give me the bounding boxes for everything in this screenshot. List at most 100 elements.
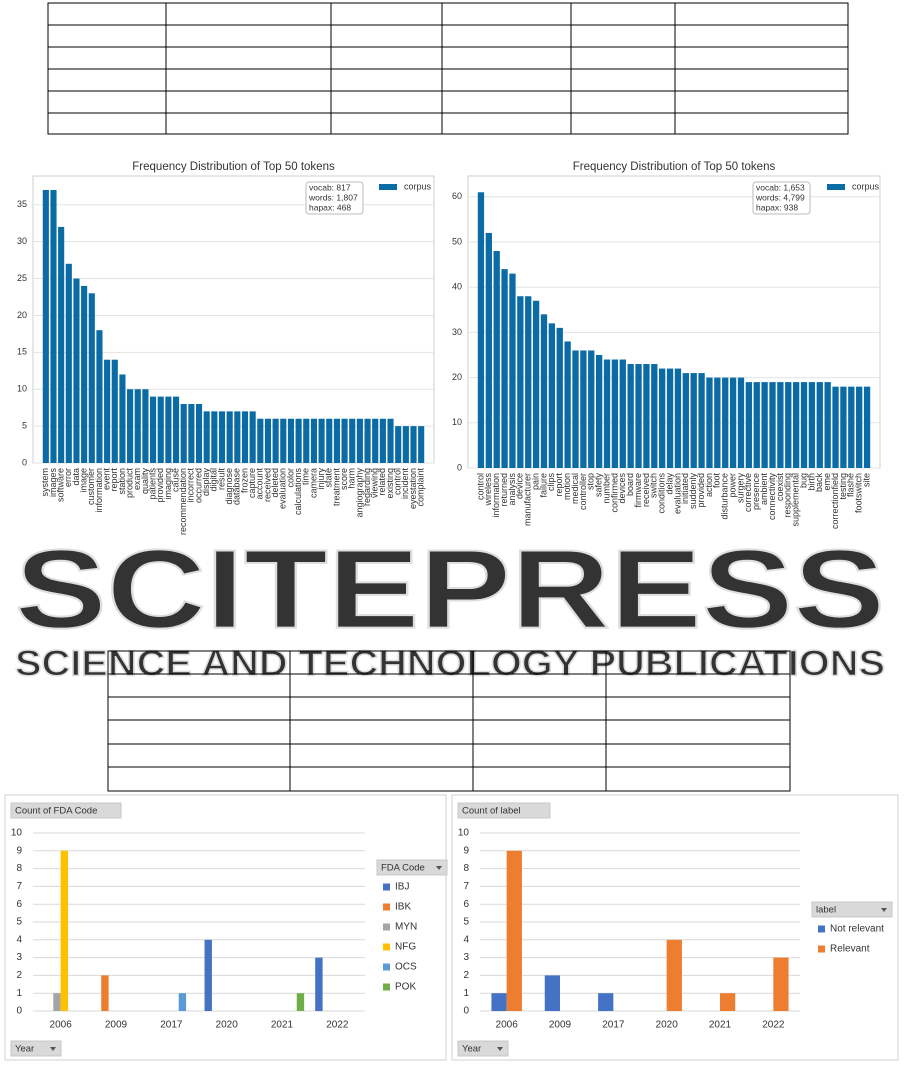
y-tick-label: 15 [17,347,27,357]
x-tick-label: clips [546,473,556,492]
y-tick-label: 7 [16,881,22,892]
x-tick-label: responding [783,473,793,518]
legend-label: NFG [395,942,416,953]
bar [119,374,126,463]
bar [341,418,348,463]
x-tick-label: 2017 [160,1020,183,1031]
field-button [457,1040,509,1057]
x-tick-label: information [94,468,104,513]
bar [349,418,356,463]
x-tick-label: provided [696,473,706,508]
bar [387,418,394,463]
bar [111,359,118,463]
x-tick-label: firmware [633,473,643,508]
x-tick-label: camera [308,468,318,498]
bar [501,269,508,468]
field-button-label: Year [15,1044,34,1055]
bar [150,396,157,463]
bar [737,377,745,468]
x-tick-label: eme [822,473,832,491]
bar [364,418,371,463]
bar [485,232,492,468]
bar [544,975,560,1011]
x-tick-label: number [601,473,611,504]
bar [88,293,95,463]
x-tick-label: suddenly [688,473,698,510]
x-tick-label: control [475,473,485,500]
legend-swatch [383,943,390,951]
bar [204,939,212,1011]
x-tick-label: back [814,473,824,493]
filter-dropdown[interactable] [881,908,887,912]
x-tick-label: flashe [846,473,856,497]
filter-dropdown[interactable] [50,1047,56,1051]
x-tick-label: birth [806,473,816,491]
bar [402,426,409,463]
bar [588,350,595,468]
x-tick-label: manufacturer [523,473,533,526]
bar [611,359,619,468]
bar [863,386,871,468]
bar [525,296,532,468]
bar [722,377,729,468]
x-tick-label: report [109,468,119,492]
x-tick-label: station [117,468,127,495]
x-tick-label: database [232,468,242,505]
x-tick-label: evaluation [278,468,288,509]
bar [540,314,548,468]
x-tick-label: devices [617,473,627,504]
bar [572,350,579,468]
bar [627,364,634,468]
bar [720,993,736,1011]
legend-label: OCS [395,962,417,973]
x-tick-label: state [324,468,334,488]
bar [296,993,305,1011]
legend-swatch [379,184,397,190]
bar [211,411,218,463]
y-tick-label: 0 [16,1006,22,1017]
filter-dropdown[interactable] [497,1047,503,1051]
field-button [10,802,122,819]
bar [264,418,272,463]
bar [506,850,522,1011]
chart-title: Frequency Distribution of Top 50 tokens [132,161,335,173]
x-tick-label: switch [649,473,659,498]
bar [682,373,689,468]
bar [666,368,674,468]
bar [315,957,323,1011]
x-tick-label: images [48,468,58,498]
x-tick-label: received [262,468,272,502]
x-tick-label: time [301,468,311,485]
bar [249,411,256,463]
x-tick-label: received [641,473,651,507]
x-tick-label: data [71,468,81,486]
legend-label: IBJ [395,882,409,893]
y-tick-label: 9 [463,845,469,856]
legend-label: IBK [395,902,411,913]
bar [674,368,682,468]
x-tick-label: action [704,473,714,497]
bar [773,957,789,1011]
bar [548,323,556,468]
y-tick-label: 6 [463,899,469,910]
bar [101,975,109,1011]
y-tick-label: 3 [463,952,469,963]
bar [714,377,721,468]
x-tick-label: power [727,473,737,498]
x-tick-label: event [101,468,111,491]
filter-dropdown[interactable] [436,866,442,870]
bar [195,403,203,463]
stats-box [752,181,811,215]
bar [848,386,855,468]
bar [165,396,172,463]
y-tick-label: 60 [452,191,462,201]
field-button [811,901,893,918]
x-tick-label: eyestation [408,468,418,509]
legend-label: Relevant [830,944,870,955]
x-tick-label: 2021 [271,1020,294,1031]
bar [706,377,713,468]
x-tick-label: error [63,468,73,487]
bar [81,285,88,463]
field-button [10,1040,62,1057]
x-tick-label: surgery [735,473,745,504]
